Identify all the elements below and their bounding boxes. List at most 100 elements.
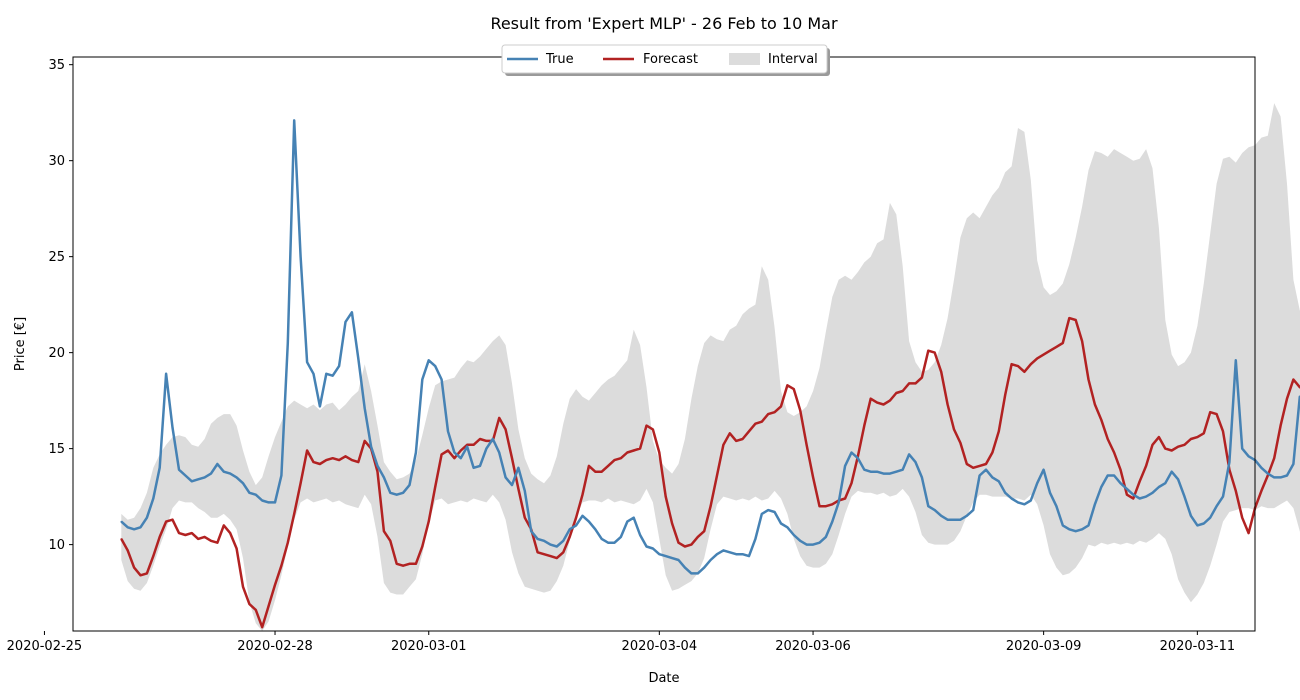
x-tick-label: 2020-03-01	[391, 639, 467, 654]
forecast-point	[933, 351, 936, 354]
forecast-point	[562, 551, 565, 554]
true-point	[946, 518, 949, 521]
true-point	[447, 430, 449, 433]
forecast-point	[1222, 430, 1224, 433]
true-point	[530, 530, 532, 532]
true-point	[453, 451, 456, 454]
true-point	[415, 451, 417, 454]
true-point	[658, 553, 661, 555]
forecast-point	[729, 432, 731, 435]
true-point	[882, 472, 885, 475]
forecast-point	[703, 530, 705, 532]
forecast-point	[139, 574, 142, 577]
true-point	[818, 541, 821, 544]
forecast-point	[908, 382, 910, 385]
true-point	[1177, 478, 1179, 481]
true-point	[319, 405, 321, 408]
true-point	[671, 557, 673, 559]
forecast-point	[472, 444, 475, 446]
true-point	[761, 513, 763, 515]
true-point	[1138, 497, 1141, 500]
forecast-point	[158, 536, 161, 538]
forecast-point	[1215, 413, 1218, 415]
true-point	[588, 520, 590, 523]
true-point	[639, 534, 641, 536]
forecast-point	[178, 532, 180, 534]
forecast-point	[869, 397, 872, 400]
forecast-point	[1074, 319, 1077, 321]
forecast-point	[524, 516, 526, 519]
forecast-point	[146, 572, 148, 575]
true-point	[1273, 476, 1275, 479]
forecast-point	[876, 401, 878, 404]
forecast-point	[421, 545, 424, 548]
legend: True Forecast Interval	[501, 44, 830, 76]
forecast-point	[1106, 438, 1109, 440]
forecast-point	[1286, 397, 1288, 400]
forecast-point	[248, 603, 251, 605]
forecast-point	[389, 540, 392, 542]
forecast-point	[568, 536, 571, 538]
true-point	[287, 342, 289, 344]
true-point	[492, 438, 494, 440]
true-point	[1017, 501, 1019, 504]
true-point	[210, 472, 212, 475]
true-point	[568, 528, 571, 531]
forecast-point	[479, 438, 481, 440]
true-point	[607, 541, 609, 544]
forecast-point	[376, 470, 379, 473]
y-tick-label: 25	[48, 250, 65, 265]
interval-band	[121, 103, 1300, 631]
forecast-point	[985, 463, 987, 465]
true-point	[697, 572, 699, 575]
true-point	[735, 553, 737, 555]
forecast-point	[536, 551, 539, 554]
forecast-point	[889, 399, 891, 402]
true-point	[1062, 524, 1064, 527]
true-point	[408, 484, 411, 486]
true-point	[1267, 472, 1269, 475]
x-axis-label: Date	[648, 671, 679, 686]
true-point	[581, 515, 584, 517]
y-tick-label: 10	[48, 538, 65, 553]
true-point	[895, 470, 898, 473]
true-point	[165, 373, 167, 375]
forecast-point	[805, 444, 808, 446]
forecast-series-line	[120, 316, 1300, 629]
true-point	[626, 520, 629, 523]
true-point	[741, 553, 744, 555]
forecast-point	[639, 447, 641, 450]
forecast-point	[1126, 493, 1128, 496]
forecast-point	[1260, 490, 1263, 492]
forecast-point	[914, 382, 917, 385]
forecast-point	[895, 392, 898, 394]
forecast-point	[831, 503, 834, 506]
forecast-point	[812, 476, 814, 479]
true-point	[966, 515, 968, 517]
forecast-point	[1010, 363, 1013, 366]
forecast-point	[684, 545, 686, 548]
true-point	[1190, 515, 1192, 517]
forecast-point	[184, 534, 187, 536]
forecast-point	[844, 497, 846, 500]
true-line-layer	[120, 119, 1300, 575]
true-point	[120, 520, 123, 523]
true-point	[184, 474, 187, 477]
true-point	[255, 493, 257, 496]
forecast-point	[126, 549, 129, 552]
forecast-point	[697, 536, 699, 538]
true-point	[927, 505, 930, 508]
forecast-point	[677, 541, 680, 544]
true-point	[786, 526, 789, 529]
true-point	[395, 493, 398, 496]
true-point	[991, 476, 994, 479]
forecast-point	[293, 513, 296, 515]
x-tick-label: 2020-03-09	[1006, 639, 1082, 654]
true-point	[620, 536, 622, 538]
forecast-point	[408, 563, 411, 565]
x-tick-label: 2020-03-04	[622, 639, 698, 654]
forecast-point	[165, 520, 167, 523]
true-point	[325, 373, 328, 375]
forecast-point	[338, 459, 340, 461]
